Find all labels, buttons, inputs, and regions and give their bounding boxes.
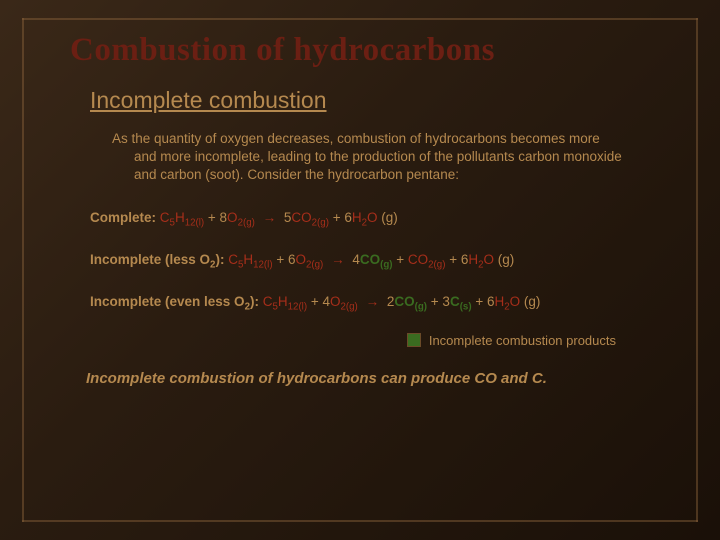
product-co2: CO2(g) [408,252,446,267]
oxygen-formula: O2(g) [330,294,358,309]
label-tail: ): [250,294,259,309]
product-c: C [450,294,460,309]
label-tail: ): [215,252,224,267]
border-bottom [22,520,698,522]
plus: + 8 [204,210,227,225]
legend: Incomplete combustion products [48,333,672,348]
arrow-icon: → [366,294,380,309]
label-text: Incomplete (less O [90,252,210,267]
product-co: CO [394,294,414,309]
fuel-formula: C5H12(l) [228,252,272,267]
state: (s) [460,302,472,313]
oxygen-formula: O2(g) [227,210,255,225]
plus: + 4 [307,294,330,309]
intro-paragraph: As the quantity of oxygen decreases, com… [90,130,624,185]
plus: + 6 [329,210,352,225]
equation-complete: Complete: C5H12(l) + 8O2(g) → 5CO2(g) + … [90,207,672,231]
plus: + [393,252,408,267]
state: (g) [415,302,427,313]
summary-line: Incomplete combustion of hydrocarbons ca… [86,370,672,387]
equation-incomplete-1: Incomplete (less O2): C5H12(l) + 6O2(g) … [90,249,672,273]
border-right [696,18,698,522]
legend-text: Incomplete combustion products [429,333,616,348]
product-h2o: H2O [494,294,520,309]
state: (g) [378,210,398,225]
arrow-icon: → [331,252,345,267]
plus: + 6 [273,252,296,267]
state: (g) [380,260,392,271]
plus: + 6 [445,252,468,267]
slide-title: Combustion of hydrocarbons [70,32,672,69]
plus: + 6 [472,294,495,309]
coef: 4 [352,252,360,267]
eq-label: Complete: [90,210,156,225]
state: (g) [494,252,514,267]
arrow-icon: → [263,210,277,225]
fuel-formula: C5H12(l) [160,210,204,225]
equation-incomplete-2: Incomplete (even less O2): C5H12(l) + 4O… [90,291,672,315]
eq-label: Incomplete (even less O2): [90,294,259,309]
eq-label: Incomplete (less O2): [90,252,224,267]
product-co2: CO2(g) [291,210,329,225]
label-text: Incomplete (even less O [90,294,245,309]
slide: Combustion of hydrocarbons Incomplete co… [0,0,720,540]
state: (g) [520,294,540,309]
border-left [22,18,24,522]
oxygen-formula: O2(g) [295,252,323,267]
slide-subtitle: Incomplete combustion [90,87,672,114]
product-h2o: H2O [352,210,378,225]
legend-swatch [407,333,421,347]
fuel-formula: C5H12(l) [263,294,307,309]
plus: + 3 [427,294,450,309]
product-h2o: H2O [468,252,494,267]
border-top [22,18,698,20]
product-co: CO [360,252,380,267]
